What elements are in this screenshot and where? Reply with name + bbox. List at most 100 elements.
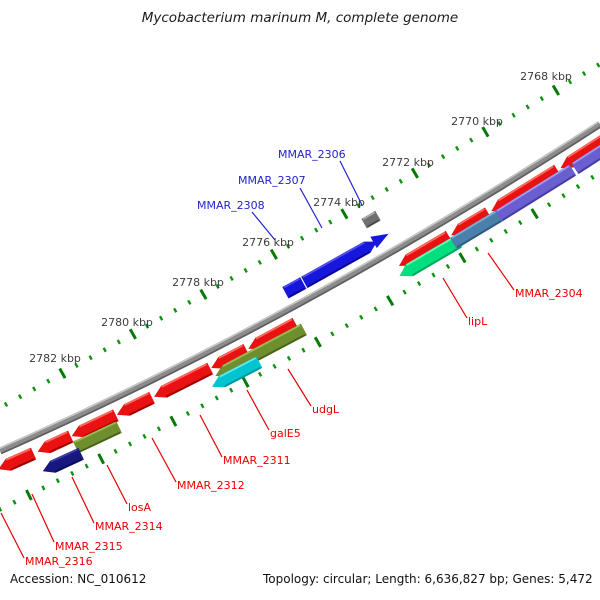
gene-body — [0, 447, 37, 471]
tick-dash — [199, 288, 208, 300]
gene-bevel-dark — [367, 219, 380, 228]
tick-dot — [116, 339, 121, 345]
tick-dot — [88, 355, 93, 361]
tick-dot — [525, 104, 530, 110]
gene-arrow-red-3[interactable] — [71, 409, 119, 438]
callout-line — [251, 211, 276, 241]
tick-dot — [546, 202, 552, 208]
tick-dot — [84, 463, 89, 469]
tick-dash — [269, 248, 278, 260]
kbp-position-label: 2782 kbp — [29, 352, 81, 365]
tick-dot — [173, 307, 178, 313]
gene-arrow-MMAR_2308[interactable] — [282, 277, 307, 299]
tick-dot — [257, 259, 262, 265]
tick-dot — [257, 371, 263, 377]
gene-bevel-light — [498, 165, 554, 202]
gene-arrow-red-1[interactable] — [0, 447, 37, 471]
callout-MMAR_2304: MMAR_2304 — [487, 252, 583, 300]
gene-arrow-red-4[interactable] — [116, 391, 155, 416]
tick-dot — [344, 323, 349, 329]
gene-arrow-MMAR_2307[interactable] — [301, 241, 377, 289]
tick-dot — [41, 485, 46, 491]
gene-label[interactable]: MMAR_2316 — [25, 555, 93, 568]
tick-dot — [12, 499, 17, 505]
gene-label[interactable]: MMAR_2311 — [223, 454, 291, 467]
gene-bevel-light — [218, 344, 244, 359]
gene-label[interactable]: MMAR_2306 — [278, 148, 346, 161]
callout-line — [199, 414, 223, 458]
tick-dot — [596, 62, 600, 68]
callout-MMAR_2307: MMAR_2307 — [238, 174, 323, 229]
gene-arrow-lipL[interactable] — [399, 235, 463, 277]
tick-dot — [243, 267, 248, 273]
gene-body — [571, 144, 600, 175]
tick-dot — [474, 246, 480, 252]
gene-bevel-light — [219, 357, 257, 378]
gene-arrow-udgL[interactable] — [215, 323, 307, 377]
gene-arrow-gray-box[interactable] — [361, 210, 381, 229]
tick-dot — [127, 441, 133, 447]
gene-bevel-light — [451, 210, 496, 239]
gene-label[interactable]: MMAR_2312 — [177, 479, 245, 492]
callout-line — [487, 252, 515, 291]
gene-body — [37, 430, 74, 454]
gene-label[interactable]: MMAR_2314 — [95, 520, 163, 533]
tick-dot — [426, 162, 432, 168]
tick-dot — [55, 478, 60, 484]
gene-arrow-MMAR_2306[interactable] — [370, 233, 389, 249]
callout-galE5: galE5 — [246, 389, 301, 440]
tick-dot — [299, 235, 305, 241]
tick-dot — [489, 237, 494, 243]
gene-arrow-MMAR_2304[interactable] — [449, 210, 503, 249]
gene-body — [71, 409, 119, 438]
gene-arrow-purple-2[interactable] — [571, 131, 600, 175]
tick-dash — [97, 453, 105, 465]
gene-arrow-purple-1[interactable] — [495, 164, 577, 222]
gene-body — [399, 235, 463, 277]
callout-line — [246, 389, 270, 431]
tick-dash — [241, 376, 250, 388]
map-title: Mycobacterium marinum M, complete genome — [142, 10, 459, 26]
gene-label[interactable]: lipL — [468, 315, 488, 328]
tick-dot — [156, 426, 162, 432]
gene-label[interactable]: udgL — [312, 403, 340, 416]
callout-line — [442, 277, 468, 319]
ruler-tick-rings — [0, 62, 600, 512]
gene-bevel-light — [283, 278, 300, 289]
tick-dash — [551, 84, 560, 96]
gene-bevel-dark — [78, 431, 121, 453]
tick-dot — [301, 347, 306, 353]
gene-label[interactable]: MMAR_2304 — [515, 287, 583, 300]
callout-udgL: udgL — [287, 368, 340, 416]
gene-bevel-light — [567, 135, 600, 159]
gene-label[interactable]: MMAR_2308 — [197, 199, 265, 212]
tick-dot — [229, 387, 234, 393]
gene-label[interactable]: galE5 — [270, 427, 301, 440]
gene-arrow-MMAR_2314[interactable] — [42, 447, 84, 473]
gene-bevel-dark — [224, 366, 262, 388]
tick-dot — [144, 323, 150, 329]
kbp-position-label: 2778 kbp — [172, 276, 224, 289]
gene-bevel-dark — [10, 458, 35, 471]
tick-dash — [458, 252, 467, 264]
tick-dot — [561, 193, 566, 199]
callout-line — [339, 160, 363, 206]
kbp-position-label: 2774 kbp — [313, 196, 365, 209]
kbp-position-label: 2772 kbp — [382, 156, 434, 169]
gene-bevel-dark — [128, 402, 154, 416]
tick-dot — [187, 299, 192, 305]
gene-arrow-red-5[interactable] — [154, 362, 214, 398]
gene-label[interactable]: losA — [128, 501, 152, 514]
gene-arrow-red-2[interactable] — [37, 430, 74, 454]
gene-arrow-galE5[interactable] — [212, 356, 263, 388]
gene-label[interactable]: MMAR_2307 — [238, 174, 306, 187]
gene-arrow-losA[interactable] — [73, 421, 122, 454]
callout-MMAR_2306: MMAR_2306 — [278, 148, 363, 206]
callout-MMAR_2308: MMAR_2308 — [197, 199, 276, 241]
tick-dash — [58, 367, 67, 379]
kbp-position-label: 2770 kbp — [451, 115, 503, 128]
gene-label[interactable]: MMAR_2315 — [55, 540, 123, 553]
tick-dot — [359, 314, 364, 320]
callout-MMAR_2314: MMAR_2314 — [71, 476, 163, 533]
gene-body — [282, 277, 307, 299]
